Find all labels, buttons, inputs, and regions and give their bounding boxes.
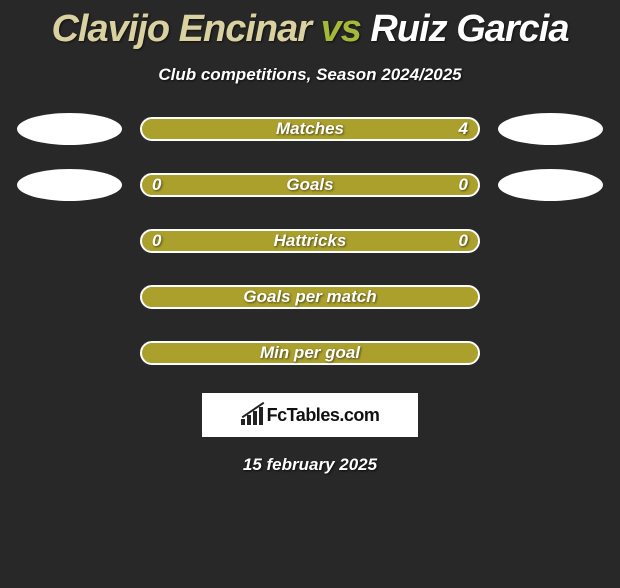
stat-bar: 0 Hattricks 0	[140, 229, 480, 253]
stat-value-right: 4	[459, 119, 468, 139]
logo: FcTables.com	[241, 405, 380, 426]
stat-row: 0 Goals 0	[0, 169, 620, 201]
stat-bar: Goals per match	[140, 285, 480, 309]
stat-label: Matches	[276, 119, 344, 139]
stat-row: Min per goal	[0, 337, 620, 369]
stat-bar: 0 Goals 0	[140, 173, 480, 197]
stat-oval-spacer	[498, 225, 603, 257]
stat-row: 0 Hattricks 0	[0, 225, 620, 257]
stat-oval-right	[498, 169, 603, 201]
stat-oval-spacer	[17, 337, 122, 369]
player1-name: Clavijo Encinar	[51, 8, 311, 50]
stat-bar: Matches 4	[140, 117, 480, 141]
date-text: 15 february 2025	[0, 455, 620, 475]
stat-oval-spacer	[17, 281, 122, 313]
logo-chart-icon	[241, 405, 263, 425]
subtitle: Club competitions, Season 2024/2025	[0, 65, 620, 85]
page-title: Clavijo Encinar vs Ruiz Garcia	[0, 8, 620, 51]
stat-label: Min per goal	[260, 343, 360, 363]
logo-box[interactable]: FcTables.com	[202, 393, 418, 437]
stat-oval-left	[17, 113, 122, 145]
stat-row: Goals per match	[0, 281, 620, 313]
stat-label: Goals per match	[243, 287, 376, 307]
stat-bar: Min per goal	[140, 341, 480, 365]
stat-oval-spacer	[17, 225, 122, 257]
stat-oval-left	[17, 169, 122, 201]
stat-value-right: 0	[459, 175, 468, 195]
stats-container: Matches 4 0 Goals 0 0 Hattricks 0 Goals per matc…	[0, 113, 620, 369]
stat-oval-spacer	[498, 281, 603, 313]
stat-label: Goals	[286, 175, 333, 195]
logo-text: FcTables.com	[267, 405, 380, 426]
stat-row: Matches 4	[0, 113, 620, 145]
stat-value-left: 0	[152, 231, 161, 251]
stat-oval-right	[498, 113, 603, 145]
player2-name: Ruiz Garcia	[370, 8, 568, 50]
stat-label: Hattricks	[274, 231, 347, 251]
stat-value-right: 0	[459, 231, 468, 251]
vs-text: vs	[311, 8, 370, 50]
stat-oval-spacer	[498, 337, 603, 369]
stat-value-left: 0	[152, 175, 161, 195]
